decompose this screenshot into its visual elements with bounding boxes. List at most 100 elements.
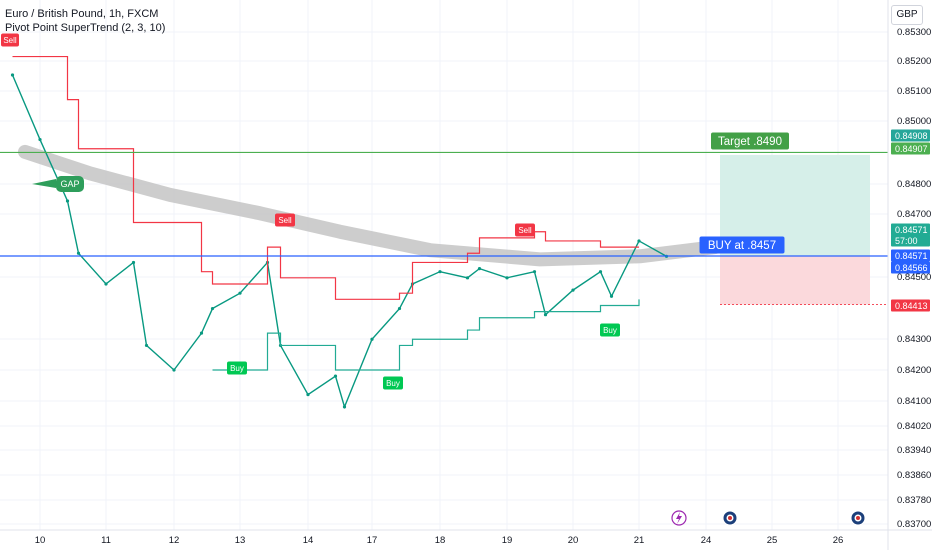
series-point-4 [104,282,108,286]
x-tick-label: 25 [767,535,778,546]
annotation-text: Buy [603,326,617,335]
y-tick-label: 0.85100 [897,86,931,97]
price-label-text: 0.84571 [895,225,928,235]
y-tick-label: 0.83940 [897,445,931,456]
price-label-0: 0.84908 [891,129,930,142]
x-tick-label: 19 [502,535,513,546]
series-point-5 [131,260,136,265]
annotation-box [1,33,19,47]
series-point-7 [172,368,176,372]
y-tick-label: 0.84020 [897,421,931,432]
annotation-callout-6: GAP [32,176,84,192]
x-tick-label: 14 [303,535,314,546]
y-tick-label: 0.83860 [897,470,931,481]
y-tick-label: 0.85200 [897,56,931,67]
annotation-entry-label-8: BUY at .8457 [699,236,785,254]
y-tick-label: 0.85300 [897,27,931,38]
series-point-0 [10,73,15,77]
x-tick-label: 18 [435,535,446,546]
annotation-target-label-7: Target .8490 [711,132,789,150]
series-line-2 [212,299,640,371]
event-icons [671,510,866,526]
price-label-2: 0.84571 [891,223,930,236]
y-tick-label: 0.84100 [897,396,931,407]
trend-band [18,144,722,267]
series-point-10 [238,291,242,295]
annotation-text: Buy [230,364,244,373]
x-tick-label: 20 [568,535,579,546]
price-label-text: 0.84908 [895,131,928,141]
x-tick-label: 26 [833,535,844,546]
y-tick-label: 0.84200 [897,365,931,376]
y-tick-label: 0.84500 [897,272,931,283]
price-label-5: 0.84566 [891,261,930,274]
price-label-bg [891,299,930,312]
series-point-13 [306,392,310,397]
series-point-14 [333,374,338,378]
annotation-buy-marker-5: Buy [600,323,620,337]
price-label-text: 0.84571 [895,251,928,261]
series-point-20 [465,276,470,280]
x-tick-label: 11 [101,535,111,546]
price-label-bg [891,234,930,247]
x-tick-label: 10 [35,535,46,546]
annotation-sell-marker-0: Sell [1,33,19,47]
price-label-3: 57:00 [891,234,930,247]
annotation-text: Sell [3,36,17,45]
price-label-bg [891,142,930,155]
annotation-box [699,236,785,254]
y-axis: 0.85300 0.85200 0.85100 0.85000 0.84800 0.847… [887,0,931,550]
x-tick-label: 24 [701,535,712,546]
series-point-28 [637,239,641,243]
price-label-text: 0.84413 [895,301,928,311]
series-point-26 [598,270,603,274]
annotation-text: Target .8490 [718,136,782,148]
series-line-0 [11,74,667,409]
price-label-text: 0.84566 [895,263,928,273]
annotation-text: BUY at .8457 [708,240,776,252]
y-tick-label: 0.85000 [897,116,931,127]
annotation-buy-marker-3: Buy [227,361,247,375]
symbol-title[interactable]: Euro / British Pound, 1h, FXCM [5,8,159,20]
series-point-16 [370,337,374,341]
annotation-text: Sell [278,216,292,225]
annotation-box [515,223,535,237]
lightning-glyph [676,512,682,524]
flag-icon-dot [856,516,860,520]
x-tick-label: 13 [235,535,246,546]
x-axis: 10 11 12 13 14 17 18 19 20 21 24 25 26 [0,529,932,546]
series-point-19 [438,270,442,274]
series-point-24 [543,313,548,317]
x-tick-label: 21 [634,535,645,546]
price-label-bg [891,261,930,274]
price-label-4: 0.84571 [891,249,930,262]
indicator-title[interactable]: Pivot Point SuperTrend (2, 3, 10) [5,22,166,34]
price-label-bg [891,249,930,262]
series-point-27 [609,294,614,298]
y-tick-label: 0.84800 [897,179,931,190]
x-tick-label: 17 [367,535,378,546]
annotation-sell-marker-1: Sell [275,213,295,227]
annotation-box [227,361,247,375]
series-point-2 [65,199,70,203]
annotation-text: Sell [518,226,532,235]
gap-callout-pointer [32,179,56,188]
annotation-text: Buy [386,379,400,388]
annotation-box [383,376,403,390]
series-point-22 [505,276,509,280]
annotation-box [275,213,295,227]
series-point-1 [38,137,42,142]
annotation-box [711,132,789,150]
series-point-25 [571,288,575,292]
annotation-buy-marker-4: Buy [383,376,403,390]
y-tick-label: 0.84700 [897,209,931,220]
currency-button[interactable]: GBP [891,5,923,25]
series-point-17 [397,306,402,311]
y-tick-label: 0.83780 [897,495,931,506]
series-point-6 [144,343,149,348]
series-point-3 [76,251,81,255]
price-label-1: 0.84907 [891,142,930,155]
y-tick-label: 0.84300 [897,334,931,345]
